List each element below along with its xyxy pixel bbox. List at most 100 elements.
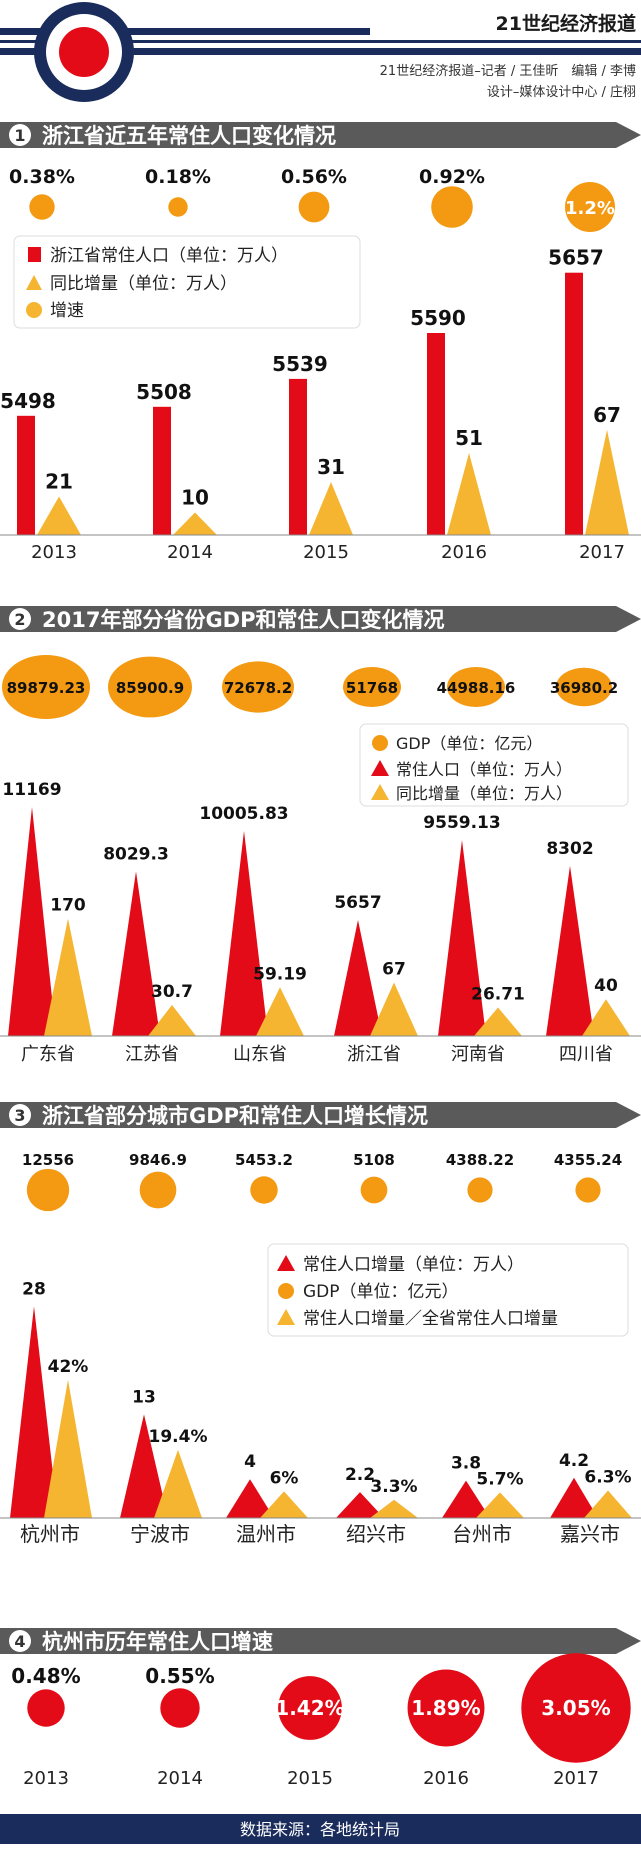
roundel-logo-icon xyxy=(34,2,134,102)
header-stripe-1 xyxy=(0,28,641,35)
s2-gdp-row: 89879.23 85900.9 72678.2 51768 44988.16 36980… xyxy=(2,655,618,719)
s2-increase-triangle xyxy=(474,1007,522,1036)
s2-legend-2: 常住人口（单位：万人） xyxy=(396,760,572,779)
legend-yellow-triangle-icon xyxy=(277,1309,295,1325)
section-number-3: 3 xyxy=(14,1106,25,1125)
s1-growth-bubble xyxy=(431,186,473,228)
s4-growth-bubble xyxy=(278,1676,342,1740)
s1-population-bar xyxy=(427,333,445,535)
s1-legend-2: 同比增量（单位：万人） xyxy=(50,274,237,294)
s4-growth-label: 0.55% xyxy=(145,1664,214,1688)
s3-city-label: 台州市 xyxy=(452,1522,512,1546)
s2-population-label: 9559.13 xyxy=(423,813,500,833)
s3-legend-1: 常住人口增量（单位：万人） xyxy=(303,1255,524,1275)
s1-population-label: 5508 xyxy=(136,380,192,404)
s4-growth-bubble xyxy=(160,1688,200,1728)
s2-gdp-label: 89879.23 xyxy=(7,679,86,697)
s3-gdp-label: 4388.22 xyxy=(446,1151,514,1169)
s3-increase-label: 4 xyxy=(244,1452,256,1472)
s1-bar-chart: 5498 21 2013 5508 10 2014 5539 31 2015 5590 51 2016… xyxy=(0,246,641,563)
s2-legend-3: 同比增量（单位：万人） xyxy=(396,784,572,803)
s3-gdp-label: 4355.24 xyxy=(554,1151,622,1169)
s3-share-triangle xyxy=(370,1499,418,1518)
s3-gdp-label: 5108 xyxy=(353,1151,395,1169)
s2-triangle-chart: 11169 170 广东省 8029.3 30.7 江苏省 10005.83 59.19 山东省… xyxy=(0,780,641,1065)
s1-legend-1: 浙江省常住人口（单位：万人） xyxy=(50,246,288,266)
s4-growth-label: 1.89% xyxy=(411,1696,480,1720)
s2-increase-label: 170 xyxy=(50,896,86,916)
s2-province-label: 广东省 xyxy=(21,1044,75,1065)
section-header-2: 2 2017年部分省份GDP和常住人口变化情况 xyxy=(0,606,641,632)
s2-population-triangle xyxy=(438,840,486,1036)
s1-increase-triangle xyxy=(447,453,491,535)
s2-increase-triangle xyxy=(256,987,304,1036)
s3-city-label: 杭州市 xyxy=(20,1522,80,1546)
s3-gdp-bubble xyxy=(360,1176,388,1204)
s3-legend-2: GDP（单位：亿元） xyxy=(303,1282,459,1302)
s3-city-label: 绍兴市 xyxy=(346,1522,406,1546)
section-title-3: 浙江省部分城市GDP和常住人口增长情况 xyxy=(42,1104,428,1128)
s2-gdp-label: 85900.9 xyxy=(116,679,184,697)
s4-growth-label: 1.42% xyxy=(275,1696,344,1720)
s1-growth-bubble xyxy=(29,194,55,220)
s1-growth-label: 0.18% xyxy=(145,166,211,188)
s2-population-label: 11169 xyxy=(2,780,61,800)
s4-growth-label: 0.48% xyxy=(11,1664,80,1688)
s1-growth-label: 0.38% xyxy=(9,166,75,188)
s1-growth-label: 0.56% xyxy=(281,166,347,188)
s2-increase-label: 40 xyxy=(594,976,618,996)
s3-legend-3: 常住人口增量／全省常住人口增量 xyxy=(303,1309,558,1329)
s1-population-bar xyxy=(17,415,35,535)
legend-circle-icon xyxy=(26,302,42,318)
s3-share-triangle xyxy=(584,1490,632,1518)
s3-city-label: 嘉兴市 xyxy=(560,1522,620,1546)
s2-increase-triangle xyxy=(44,918,92,1036)
s2-population-triangle xyxy=(220,830,268,1036)
s1-legend-3: 增速 xyxy=(50,301,84,321)
s3-share-label: 6.3% xyxy=(584,1467,631,1487)
legend-red-square-icon xyxy=(28,247,41,262)
s1-increase-label: 67 xyxy=(593,403,621,427)
s2-increase-label: 26.71 xyxy=(471,984,525,1004)
s2-gdp-bubble xyxy=(108,656,192,718)
s2-increase-label: 59.19 xyxy=(253,964,307,984)
section-header-3: 3 浙江省部分城市GDP和常住人口增长情况 xyxy=(0,1102,641,1128)
s1-increase-label: 21 xyxy=(45,470,73,494)
s2-increase-label: 30.7 xyxy=(151,982,193,1002)
s3-triangle-chart: 28 42% 杭州市 13 19.4% 宁波市 4 6% 温州市 2.23.3% 绍兴市 3.85.7… xyxy=(0,1279,641,1546)
s3-share-label: 3.3% xyxy=(370,1477,417,1497)
s3-share-label: 42% xyxy=(48,1357,89,1377)
s2-population-triangle xyxy=(334,920,382,1036)
brand-title: 21世纪经济报道 xyxy=(496,12,636,35)
s3-share-label: 5.7% xyxy=(476,1469,523,1489)
s3-gdp-bubble xyxy=(139,1171,177,1209)
s1-year-label: 2013 xyxy=(31,542,77,563)
legend-circle-icon xyxy=(278,1283,294,1299)
s4-year-label: 2014 xyxy=(157,1768,203,1789)
s1-growth-bubble xyxy=(298,191,330,223)
s1-population-label: 5590 xyxy=(410,306,466,330)
credit-line-1: 21世纪经济报道–记者 / 王佳昕 编辑 / 李博 xyxy=(380,64,636,79)
s3-increase-triangle xyxy=(120,1414,168,1518)
legend-yellow-triangle-icon xyxy=(371,784,389,800)
s3-increase-label: 3.8 xyxy=(451,1454,481,1474)
s1-growth-label: 0.92% xyxy=(419,166,485,188)
s3-gdp-bubble xyxy=(467,1177,493,1203)
section-number-2: 2 xyxy=(14,610,25,629)
s3-increase-label: 28 xyxy=(22,1279,46,1299)
s1-growth-row: 0.38% 0.18% 0.56% 0.92% 1.2% xyxy=(9,166,615,232)
s2-gdp-bubble xyxy=(447,667,505,707)
s3-increase-triangle xyxy=(442,1480,490,1518)
s2-legend-1: GDP（单位：亿元） xyxy=(396,734,542,753)
s4-growth-bubble xyxy=(27,1689,65,1727)
s3-increase-label: 13 xyxy=(132,1387,156,1407)
legend-red-triangle-icon xyxy=(371,760,389,776)
s3-increase-label: 4.2 xyxy=(559,1451,589,1471)
s4-growth-label: 3.05% xyxy=(541,1696,610,1720)
s3-increase-triangle xyxy=(226,1479,274,1518)
s1-growth-bubble xyxy=(565,182,615,232)
section-title-4: 杭州市历年常住人口增速 xyxy=(42,1630,273,1654)
s2-population-label: 8029.3 xyxy=(103,844,169,864)
s2-gdp-label: 72678.2 xyxy=(224,679,292,697)
